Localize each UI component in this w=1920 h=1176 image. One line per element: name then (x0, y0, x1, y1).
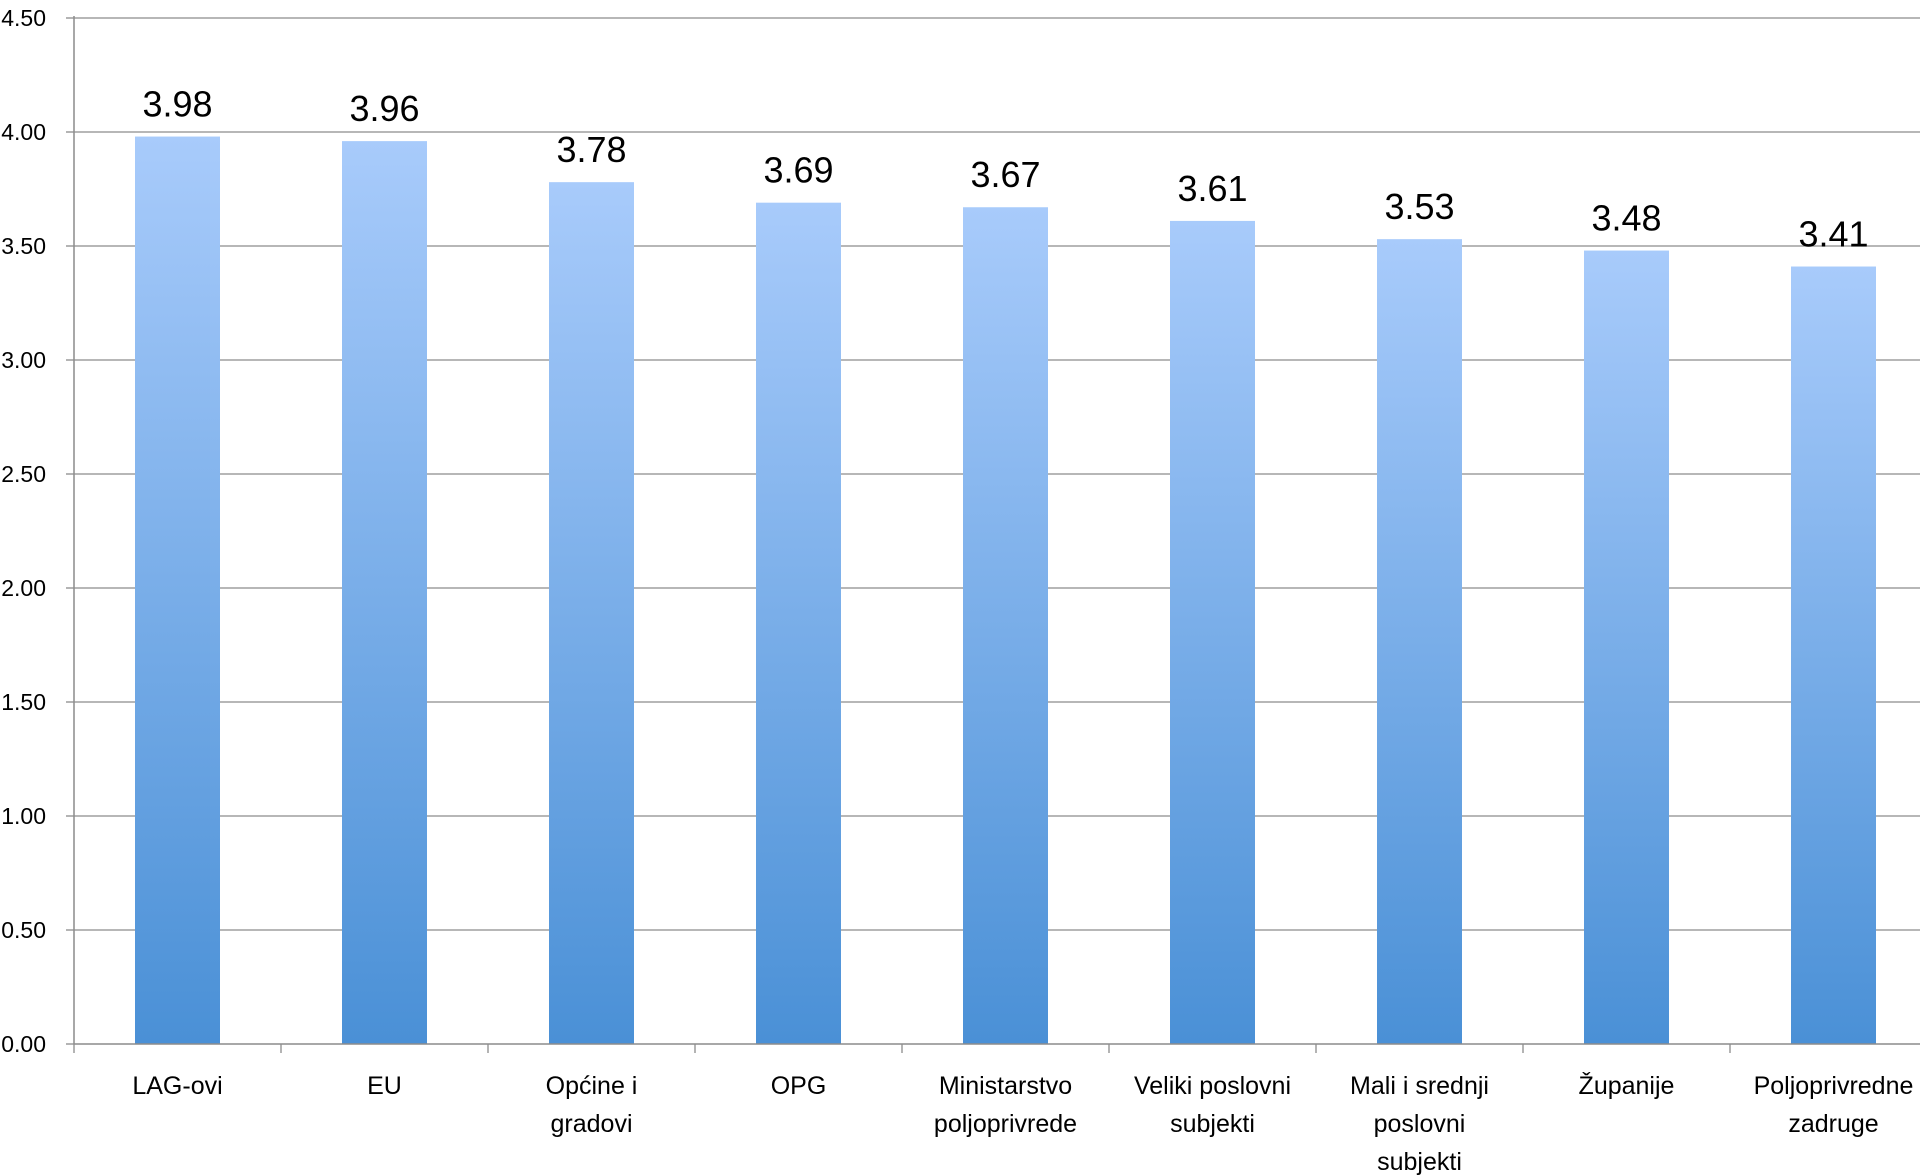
x-tick-label: Mali i srednji poslovni subjekti (1350, 1072, 1489, 1176)
x-tick-label: Ministarstvo poljoprivrede (934, 1072, 1077, 1138)
bar (342, 141, 427, 1044)
bar (1377, 239, 1462, 1044)
x-tick-label-line: EU (367, 1072, 402, 1100)
x-tick-label-line: poslovni (1374, 1110, 1466, 1138)
data-label: 3.98 (142, 84, 212, 125)
bar (1791, 266, 1876, 1044)
x-tick-label-line: Ministarstvo (939, 1072, 1072, 1100)
y-tick-label: 2.00 (1, 575, 46, 601)
data-label: 3.96 (349, 88, 419, 129)
x-tick-label-line: Općine i (546, 1072, 638, 1100)
x-tick-label: Poljoprivredne zadruge (1754, 1072, 1914, 1138)
data-label: 3.67 (970, 154, 1040, 195)
x-tick-label: OPG (771, 1072, 827, 1100)
y-tick-label: 0.00 (1, 1031, 46, 1057)
bars (135, 136, 1876, 1045)
x-tick-label-line: zadruge (1788, 1110, 1878, 1138)
data-label: 3.53 (1384, 186, 1454, 227)
x-tick-label-line: Poljoprivredne (1754, 1072, 1914, 1100)
data-label: 3.48 (1591, 198, 1661, 239)
y-tick-label: 1.50 (1, 689, 46, 715)
x-tick-label-line: OPG (771, 1072, 827, 1100)
bar (1170, 220, 1255, 1045)
data-label: 3.69 (763, 150, 833, 191)
y-tick-label: 4.00 (1, 119, 46, 145)
y-tick-label: 3.00 (1, 347, 46, 373)
x-tick-label-line: LAG-ovi (132, 1072, 222, 1100)
y-tick-label: 4.50 (1, 5, 46, 31)
x-tick-label-line: subjekti (1377, 1148, 1462, 1176)
x-tick-label: Županije (1579, 1071, 1675, 1100)
x-tick-label-line: Mali i srednji (1350, 1072, 1489, 1100)
bar (135, 136, 220, 1044)
bar (756, 202, 841, 1044)
y-tick-label: 2.50 (1, 461, 46, 487)
x-tick-label: EU (367, 1072, 402, 1100)
x-tick-label: LAG-ovi (132, 1072, 222, 1100)
y-tick-label: 0.50 (1, 917, 46, 943)
bar (1584, 250, 1669, 1044)
y-tick-label: 3.50 (1, 233, 46, 259)
x-tick-label: Veliki poslovni subjekti (1134, 1072, 1291, 1138)
x-tick-label-line: Županije (1579, 1071, 1675, 1100)
x-tick-label-line: Veliki poslovni (1134, 1072, 1291, 1100)
x-tick-label-line: poljoprivrede (934, 1110, 1077, 1138)
x-tick-label: Općine i gradovi (546, 1072, 638, 1138)
axes (73, 16, 1920, 1053)
x-tick-label-line: gradovi (551, 1110, 633, 1138)
data-label: 3.61 (1177, 168, 1247, 209)
data-label: 3.78 (556, 129, 626, 170)
bar (549, 182, 634, 1044)
data-label: 3.41 (1798, 214, 1868, 255)
y-tick-label: 1.00 (1, 803, 46, 829)
bar (963, 207, 1048, 1045)
labels: 0.00 0.50 1.00 1.50 2.00 2.50 3.00 3.50 4.00 4.50… (1, 5, 1913, 1176)
x-tick-label-line: subjekti (1170, 1110, 1255, 1138)
